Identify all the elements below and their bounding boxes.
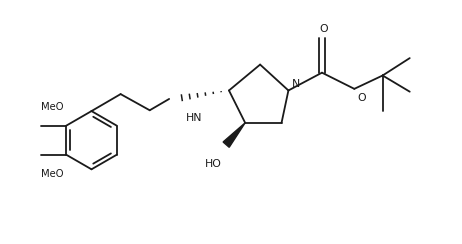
Text: HN: HN xyxy=(185,113,202,123)
Text: MeO: MeO xyxy=(41,169,63,179)
Text: HO: HO xyxy=(205,159,222,169)
Text: O: O xyxy=(357,93,366,103)
Text: N: N xyxy=(292,79,300,89)
Text: MeO: MeO xyxy=(41,102,63,112)
Polygon shape xyxy=(223,123,245,147)
Text: O: O xyxy=(319,24,328,34)
